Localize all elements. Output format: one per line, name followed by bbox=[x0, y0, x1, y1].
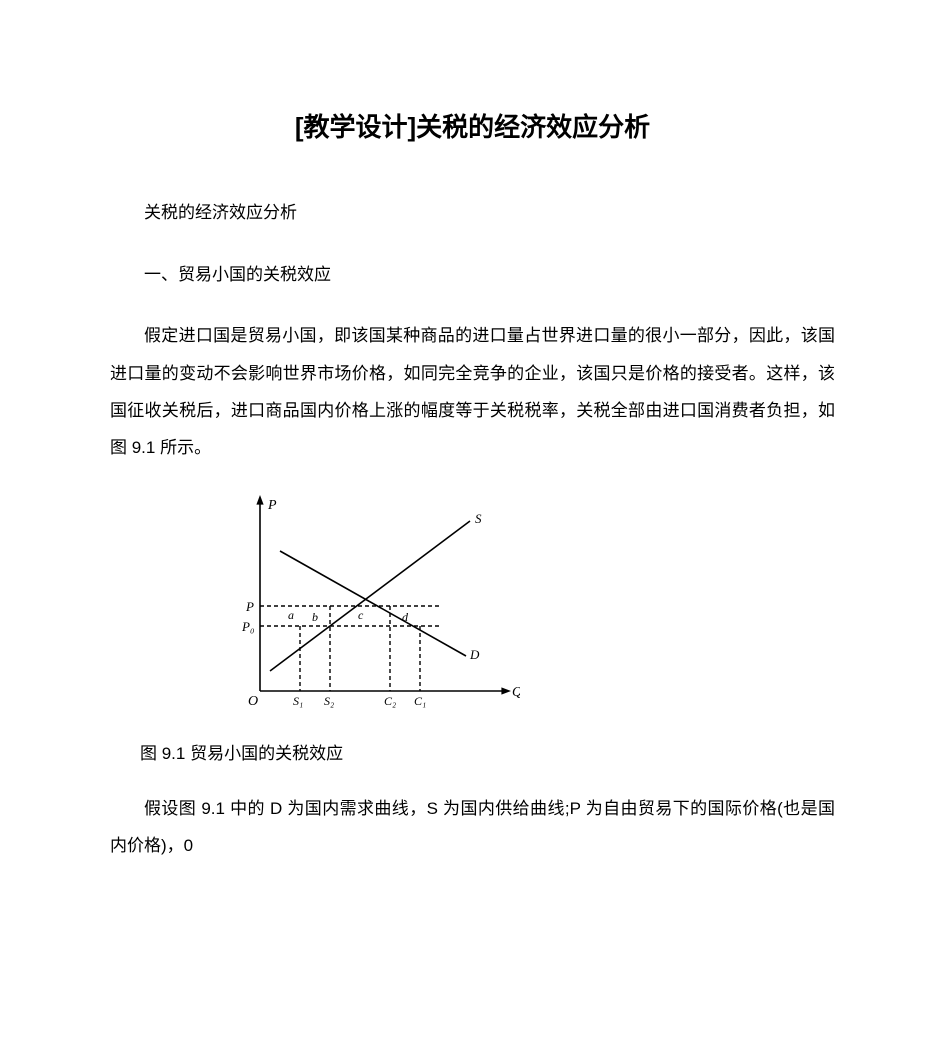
figure-9-1: P Q O S D P P₀ S₁ S₂ C₂ C₁ a b c d bbox=[220, 491, 835, 721]
svg-text:S: S bbox=[475, 511, 482, 526]
svg-text:Q: Q bbox=[512, 685, 520, 700]
svg-text:b: b bbox=[312, 610, 318, 624]
paragraph-section-heading: 一、贸易小国的关税效应 bbox=[110, 256, 835, 293]
svg-text:C₂: C₂ bbox=[384, 694, 396, 708]
svg-text:S₂: S₂ bbox=[324, 694, 334, 708]
page-title: [教学设计]关税的经济效应分析 bbox=[110, 107, 835, 144]
svg-text:S₁: S₁ bbox=[293, 694, 303, 708]
paragraph-subtitle: 关税的经济效应分析 bbox=[110, 194, 835, 231]
tariff-effect-diagram: P Q O S D P P₀ S₁ S₂ C₂ C₁ a b c d bbox=[220, 491, 520, 721]
svg-text:c: c bbox=[358, 608, 364, 622]
svg-text:P₀: P₀ bbox=[241, 619, 254, 634]
svg-text:O: O bbox=[248, 694, 258, 709]
svg-text:P: P bbox=[245, 599, 254, 614]
svg-text:D: D bbox=[469, 647, 480, 662]
svg-text:P: P bbox=[267, 498, 277, 513]
document-page: [教学设计]关税的经济效应分析 关税的经济效应分析 一、贸易小国的关税效应 假定… bbox=[0, 0, 945, 929]
svg-text:a: a bbox=[288, 608, 294, 622]
svg-text:C₁: C₁ bbox=[414, 694, 426, 708]
paragraph-body-1: 假定进口国是贸易小国，即该国某种商品的进口量占世界进口量的很小一部分，因此，该国… bbox=[110, 317, 835, 467]
paragraph-body-2: 假设图 9.1 中的 D 为国内需求曲线，S 为国内供给曲线;P 为自由贸易下的… bbox=[110, 790, 835, 865]
figure-caption: 图 9.1 贸易小国的关税效应 bbox=[140, 739, 835, 764]
svg-text:d: d bbox=[402, 610, 409, 624]
